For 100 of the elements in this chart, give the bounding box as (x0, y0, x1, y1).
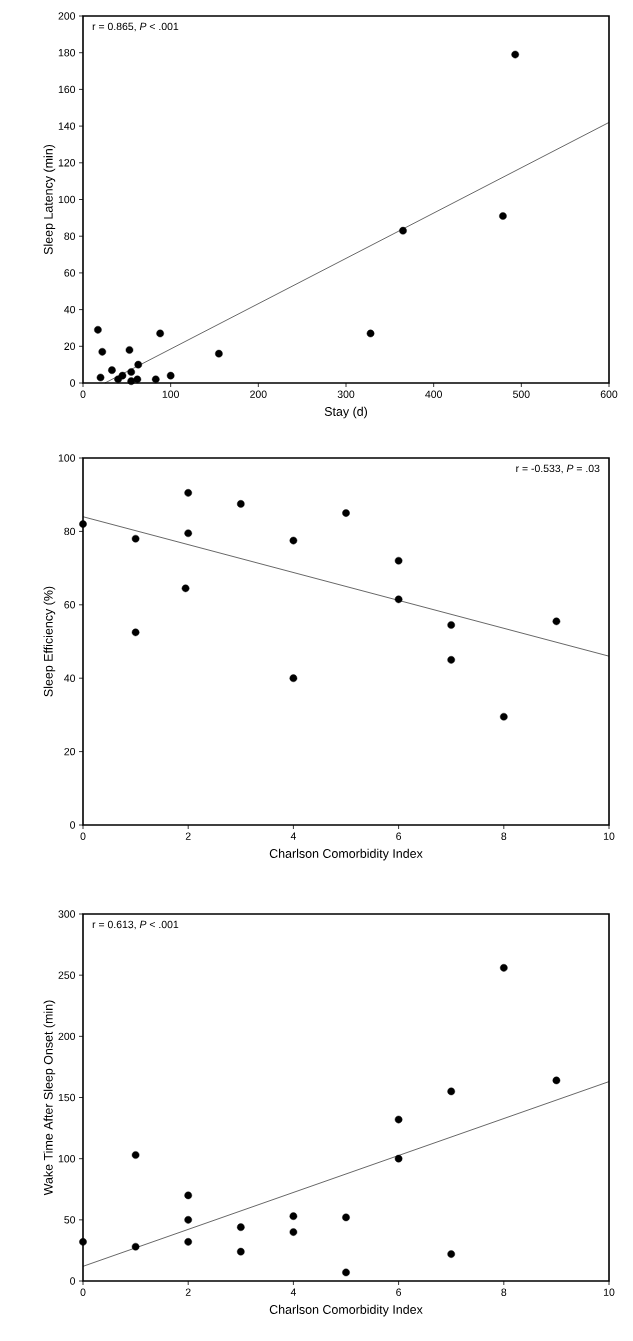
point (184, 529, 192, 538)
point (500, 964, 508, 972)
point (499, 212, 507, 220)
point (447, 656, 455, 664)
point (289, 1228, 298, 1236)
point (181, 584, 190, 593)
point (237, 500, 245, 508)
x-tick-label: 2 (185, 1288, 191, 1296)
y-tick-label: 140 (58, 122, 76, 130)
y-tick-label: 300 (58, 910, 76, 918)
point (237, 1223, 245, 1231)
y-tick-label: 80 (64, 527, 76, 536)
point (552, 617, 561, 626)
y-tick-label: 80 (64, 232, 76, 240)
y-tick-label: 40 (64, 305, 76, 314)
point (131, 534, 140, 543)
x-tick-label: 500 (513, 390, 530, 398)
point (156, 329, 164, 338)
point (500, 712, 508, 721)
x-tick-label: 6 (396, 832, 402, 840)
point (98, 348, 107, 356)
x-tick-label: 8 (501, 1288, 507, 1296)
point (366, 329, 375, 338)
x-tick-label: 4 (290, 1288, 296, 1296)
y-tick-label: 0 (70, 1277, 76, 1285)
point (289, 1212, 298, 1220)
point (131, 1151, 140, 1159)
x-tick-label: 10 (603, 832, 615, 840)
y-tick-label: 60 (64, 269, 76, 277)
y-tick-label: 100 (58, 454, 76, 462)
point (166, 371, 175, 380)
y-axis-title: Sleep Latency (min) (43, 144, 56, 255)
point (96, 373, 105, 382)
x-tick-label: 0 (80, 1288, 86, 1296)
point (108, 366, 116, 374)
point (394, 1115, 403, 1124)
x-axis-title: Charlson Comorbidity Index (269, 1304, 423, 1317)
point (399, 226, 407, 235)
point (131, 628, 140, 637)
point (447, 1087, 455, 1096)
y-tick-label: 40 (64, 674, 76, 682)
x-tick-label: 8 (501, 832, 507, 840)
y-tick-label: 120 (58, 159, 76, 167)
point (552, 1076, 561, 1085)
point (184, 1238, 192, 1246)
point (184, 1191, 192, 1200)
y-axis-title: Wake Time After Sleep Onset (min) (43, 1000, 56, 1196)
x-axis-title: Stay (d) (324, 406, 368, 419)
y-tick-label: 250 (58, 971, 76, 979)
x-tick-label: 4 (290, 832, 296, 840)
x-axis-title: Charlson Comorbidity Index (269, 848, 423, 861)
point (215, 349, 223, 358)
point (342, 509, 350, 517)
point (127, 368, 136, 376)
point (394, 595, 403, 604)
x-tick-label: 600 (600, 390, 618, 398)
x-tick-label: 300 (337, 390, 355, 398)
annotation: r = -0.533, P = .03 (516, 464, 600, 474)
y-tick-label: 180 (58, 49, 76, 57)
x-tick-label: 100 (162, 390, 179, 398)
y-tick-label: 0 (70, 379, 76, 387)
point (151, 375, 160, 384)
point (394, 1154, 403, 1163)
y-tick-label: 100 (58, 1154, 76, 1163)
point (79, 1238, 87, 1246)
x-tick-label: 0 (80, 832, 86, 840)
point (511, 50, 519, 59)
annotation: r = 0.613, P < .001 (92, 920, 179, 930)
y-tick-label: 160 (58, 85, 76, 94)
point (342, 1268, 350, 1277)
y-tick-label: 0 (70, 821, 76, 829)
point (447, 621, 455, 629)
point (79, 520, 87, 528)
point (114, 375, 122, 384)
y-axis-title: Sleep Efficiency (%) (43, 586, 56, 697)
point (131, 1242, 140, 1251)
point (94, 325, 102, 334)
y-tick-label: 60 (64, 601, 76, 609)
point (289, 674, 298, 683)
point (289, 536, 298, 545)
point (133, 375, 142, 384)
y-tick-label: 200 (58, 1032, 76, 1041)
y-tick-label: 20 (64, 747, 76, 756)
y-tick-label: 200 (58, 12, 76, 20)
point (184, 1216, 192, 1224)
x-tick-label: 2 (185, 832, 191, 840)
y-tick-label: 50 (64, 1216, 76, 1224)
point (342, 1213, 350, 1222)
y-tick-label: 100 (58, 195, 76, 204)
point (394, 556, 403, 565)
x-tick-label: 6 (396, 1288, 402, 1296)
point (134, 360, 143, 369)
point (125, 346, 134, 354)
x-tick-label: 0 (80, 390, 86, 398)
y-tick-label: 150 (58, 1093, 76, 1102)
x-tick-label: 200 (250, 390, 267, 398)
x-tick-label: 10 (603, 1288, 615, 1296)
y-tick-label: 20 (64, 342, 76, 351)
x-tick-label: 400 (425, 390, 442, 398)
point (184, 489, 192, 497)
